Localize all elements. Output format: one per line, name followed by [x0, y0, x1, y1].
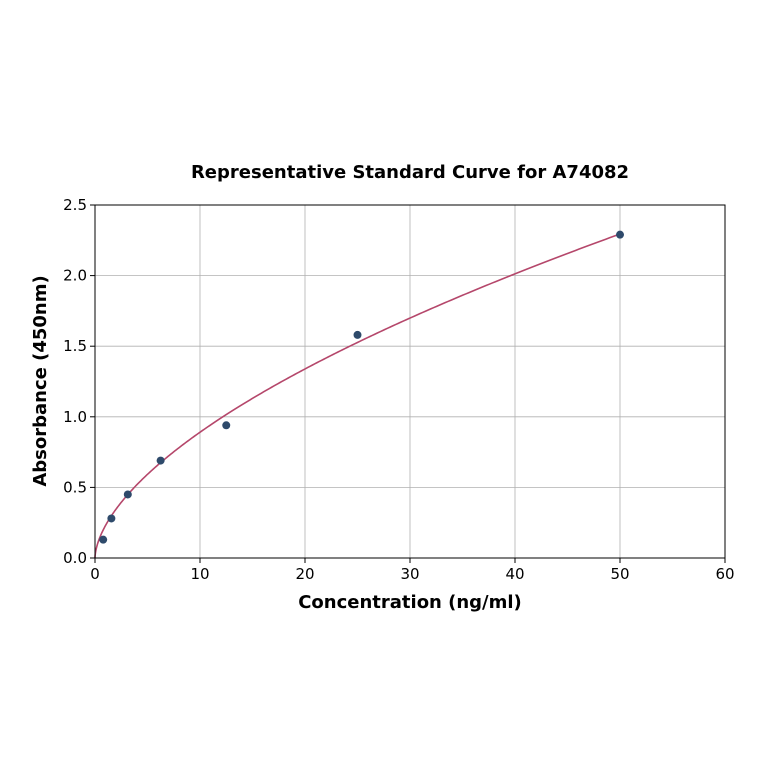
data-points — [99, 230, 624, 544]
data-point — [222, 421, 231, 430]
x-tick-label: 20 — [295, 565, 314, 583]
x-tick-label: 40 — [505, 565, 524, 583]
data-point — [353, 330, 362, 339]
x-axis-label: Concentration (ng/ml) — [298, 592, 522, 613]
x-tick-label: 10 — [190, 565, 209, 583]
y-tick-label: 0.0 — [63, 549, 87, 567]
y-tick-label: 2.0 — [63, 267, 87, 285]
x-tick-label: 0 — [90, 565, 100, 583]
y-tick-label: 0.5 — [63, 478, 87, 496]
x-tick-label: 30 — [400, 565, 419, 583]
data-point — [156, 456, 165, 465]
data-point — [123, 490, 132, 499]
data-point — [107, 514, 116, 523]
y-tick-label: 1.5 — [63, 337, 87, 355]
y-axis-ticks: 0.0 0.5 1.0 1.5 2.0 2.5 — [63, 196, 95, 567]
x-axis-ticks: 0 10 20 30 40 50 60 — [90, 558, 735, 583]
y-axis-label: Absorbance (450nm) — [30, 275, 51, 486]
data-point — [616, 230, 624, 239]
grid — [94, 204, 726, 559]
y-tick-label: 1.0 — [63, 408, 87, 426]
fit-curve — [94, 233, 621, 559]
data-point — [99, 535, 108, 544]
chart-title: Representative Standard Curve for A74082 — [191, 162, 629, 183]
x-tick-label: 50 — [610, 565, 629, 583]
x-tick-label: 60 — [715, 565, 734, 583]
y-tick-label: 2.5 — [63, 196, 87, 214]
